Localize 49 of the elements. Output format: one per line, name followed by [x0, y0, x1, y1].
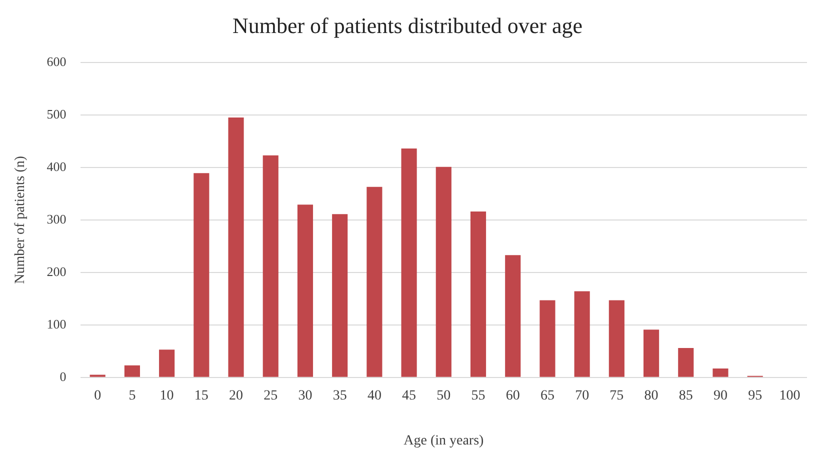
x-tick-label: 10	[160, 388, 174, 404]
bar	[194, 173, 210, 377]
x-tick-label: 85	[678, 388, 693, 404]
chart-title: Number of patients distributed over age	[232, 12, 583, 38]
bar	[297, 204, 314, 377]
bar	[505, 255, 521, 377]
y-tick-label: 300	[46, 211, 66, 226]
x-tick-label: 15	[194, 388, 208, 404]
x-tick-label: 80	[644, 388, 658, 404]
x-tick-label: 35	[332, 388, 347, 404]
y-tick-label: 400	[46, 158, 66, 174]
bar	[608, 300, 624, 377]
y-tick-label: 600	[46, 54, 66, 69]
bar	[643, 330, 660, 377]
bar	[228, 118, 244, 377]
bar	[436, 166, 452, 377]
bar	[401, 148, 417, 377]
x-tick-label: 40	[367, 388, 382, 404]
y-tick-label: 200	[46, 264, 66, 279]
x-tick-label: 95	[748, 388, 762, 404]
x-tick-label: 90	[713, 388, 728, 404]
bar	[124, 365, 140, 377]
bar	[678, 348, 694, 377]
x-tick-label: 50	[436, 388, 451, 404]
bar	[332, 214, 348, 377]
bar	[574, 291, 590, 377]
y-tick-label: 500	[46, 106, 66, 122]
x-tick-label: 45	[402, 388, 416, 404]
x-tick-label: 5	[128, 388, 136, 404]
x-tick-label: 70	[575, 388, 590, 404]
bar	[712, 368, 728, 377]
y-tick-label: 100	[46, 316, 66, 332]
bar	[366, 186, 382, 377]
x-tick-label: 65	[540, 388, 554, 404]
x-axis-title: Age (in years)	[404, 433, 484, 448]
bar	[540, 300, 556, 377]
x-tick-label: 30	[298, 388, 312, 404]
x-tick-label: 55	[471, 388, 486, 404]
y-axis-title: Number of patients (n)	[13, 156, 28, 284]
x-tick-label: 100	[779, 388, 800, 404]
bar	[159, 350, 175, 377]
x-tick-label: 20	[229, 388, 244, 404]
x-tick-label: 75	[610, 388, 624, 404]
x-tick-label: 0	[94, 388, 102, 404]
x-tick-label: 60	[506, 388, 520, 404]
y-tick-label: 0	[60, 368, 66, 384]
x-tick-label: 25	[264, 388, 278, 404]
bar	[262, 155, 278, 377]
bar	[470, 212, 486, 377]
